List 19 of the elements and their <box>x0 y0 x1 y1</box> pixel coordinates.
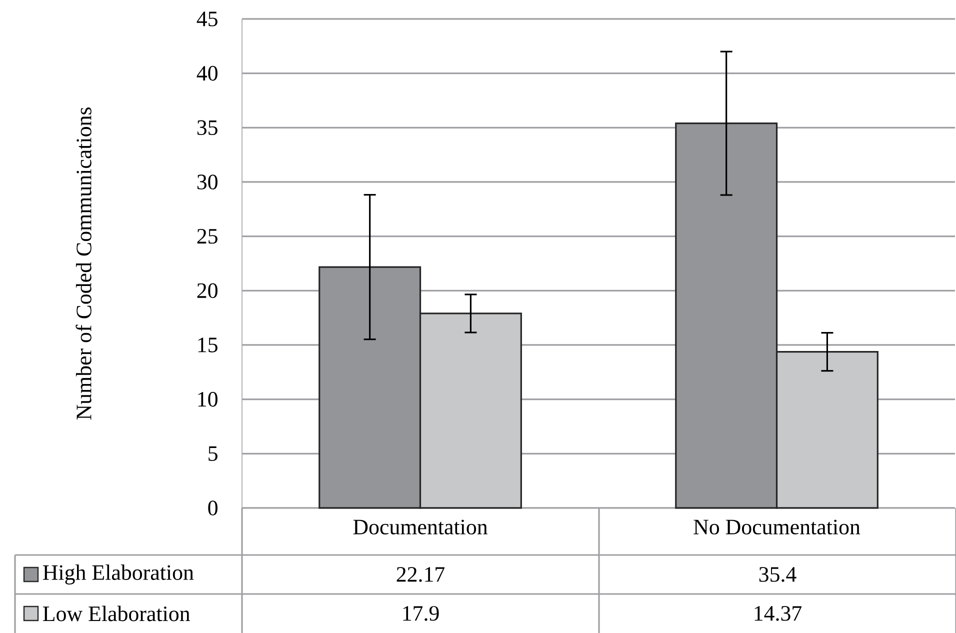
y-tick-label: 0 <box>208 500 218 516</box>
x-tick-label: Documentation <box>353 520 488 534</box>
y-axis-title: Number of Coded Communications <box>76 108 92 420</box>
y-tick-label: 35 <box>197 120 218 136</box>
y-tick-label: 5 <box>208 446 218 461</box>
x-tick-label: No Documentation <box>694 520 860 534</box>
y-tick-label: 15 <box>198 338 218 352</box>
legend-label: High Elaboration <box>43 564 194 584</box>
y-tick-label: 20 <box>197 283 218 298</box>
data-label: 35.4 <box>759 567 796 582</box>
y-tick-label: 10 <box>198 392 218 407</box>
data-label: 22.17 <box>396 567 445 582</box>
y-tick-label: 30 <box>197 174 218 190</box>
y-tick-label: 40 <box>196 66 218 81</box>
data-label: 17.9 <box>403 606 439 621</box>
data-label: 14.37 <box>754 606 802 621</box>
y-tick-label: 45 <box>196 12 218 26</box>
legend-label: Low Elaboration <box>43 606 190 622</box>
y-tick-label: 25 <box>197 228 218 244</box>
